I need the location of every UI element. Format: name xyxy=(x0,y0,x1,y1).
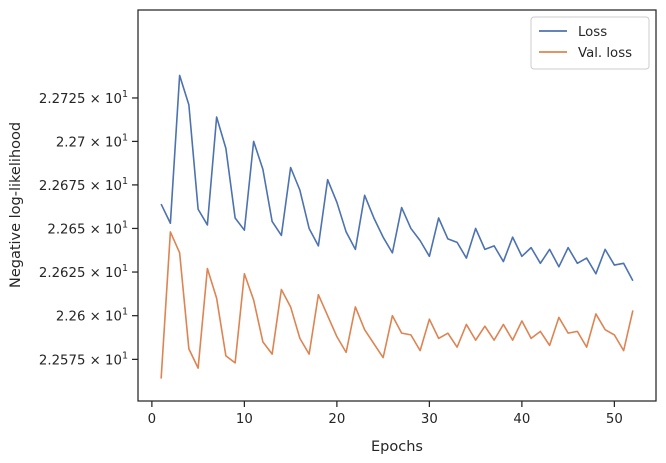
y-tick-label: 2.265 × 101 xyxy=(47,219,128,237)
x-tick-label: 0 xyxy=(148,412,156,427)
y-tick-mantissa: 2.26 xyxy=(56,310,86,325)
y-tick-label: 2.2575 × 101 xyxy=(39,350,128,368)
x-tick-label: 10 xyxy=(236,412,253,427)
y-tick-exponent: 1 xyxy=(122,263,128,274)
y-tick-mantissa: 2.2575 xyxy=(39,353,86,368)
y-tick-exponent: 1 xyxy=(122,89,128,100)
series-layer xyxy=(160,74,634,379)
y-tick-exponent: 1 xyxy=(122,176,128,187)
y-axis-label: Negative log-likelihood xyxy=(8,122,24,288)
y-tick-exponent: 1 xyxy=(122,350,128,361)
legend-label: Loss xyxy=(578,25,607,40)
plot-frame xyxy=(137,9,657,402)
x-tick-label: 50 xyxy=(606,412,623,427)
series-line-val-loss xyxy=(160,231,634,379)
y-tick-label: 2.26 × 101 xyxy=(56,307,128,325)
y-tick-times: × 10 xyxy=(85,222,122,237)
y-tick-mantissa: 2.2725 xyxy=(39,92,86,107)
y-tick-mantissa: 2.2625 xyxy=(39,266,86,281)
y-tick-mantissa: 2.2675 xyxy=(39,179,86,194)
y-tick-exponent: 1 xyxy=(122,307,128,318)
legend: Loss Val. loss xyxy=(530,16,650,70)
y-tick-label: 2.27 × 101 xyxy=(56,132,128,150)
y-tick-times: × 10 xyxy=(85,266,122,281)
y-tick-times: × 10 xyxy=(85,353,122,368)
y-tick-mantissa: 2.27 xyxy=(56,135,86,150)
x-tick-label: 40 xyxy=(513,412,530,427)
legend-box xyxy=(530,16,650,70)
y-tick-exponent: 1 xyxy=(122,219,128,230)
y-tick-mantissa: 2.265 xyxy=(47,222,85,237)
y-tick-label: 2.2725 × 101 xyxy=(39,89,128,107)
y-tick-times: × 10 xyxy=(85,92,122,107)
legend-label: Val. loss xyxy=(578,46,632,61)
x-axis-label: Epochs xyxy=(371,439,423,455)
x-tick-label: 20 xyxy=(328,412,345,427)
y-tick-label: 2.2625 × 101 xyxy=(39,263,128,281)
y-tick-exponent: 1 xyxy=(122,132,128,143)
y-tick-times: × 10 xyxy=(85,135,122,150)
x-tick-label: 30 xyxy=(421,412,438,427)
y-tick-times: × 10 xyxy=(85,310,122,325)
y-tick-label: 2.2675 × 101 xyxy=(39,176,128,194)
series-line-loss xyxy=(160,74,634,282)
y-tick-times: × 10 xyxy=(85,179,122,194)
